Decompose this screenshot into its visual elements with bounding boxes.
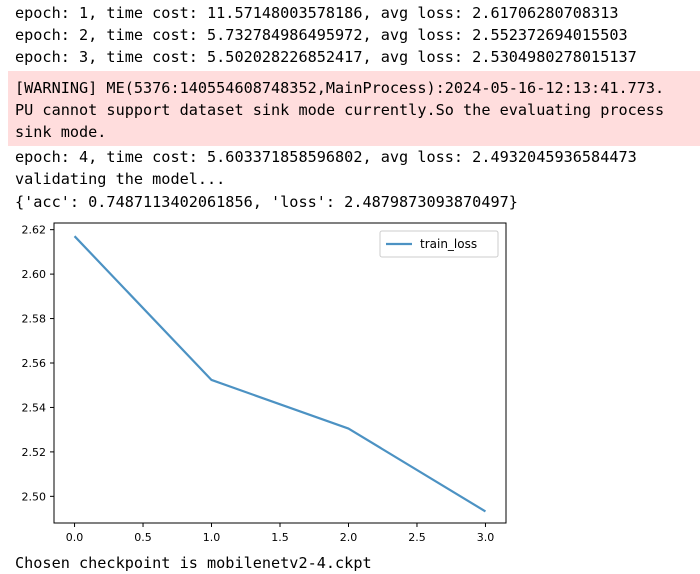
output-line-checkpoint: Chosen checkpoint is mobilenetv2-4.ckpt bbox=[15, 554, 372, 572]
warning-line-3: sink mode. bbox=[15, 123, 107, 141]
warning-line-1: [WARNING] ME(5376:140554608748352,MainPr… bbox=[15, 79, 665, 97]
legend-label: train_loss bbox=[420, 237, 477, 251]
series-group bbox=[73, 235, 487, 513]
output-line-metrics: {'acc': 0.7487113402061856, 'loss': 2.48… bbox=[15, 193, 518, 211]
series-line-train-loss bbox=[73, 235, 487, 513]
y-tick-label: 2.60 bbox=[22, 268, 47, 281]
y-axis-ticks: 2.50 2.52 2.54 2.56 2.58 2.60 2.62 bbox=[22, 224, 54, 503]
y-tick-label: 2.62 bbox=[22, 224, 47, 237]
y-tick-label: 2.50 bbox=[22, 490, 47, 503]
output-line-epoch-4: epoch: 4, time cost: 5.603371858596802, … bbox=[15, 148, 637, 166]
y-tick-label: 2.56 bbox=[22, 357, 47, 370]
loss-chart: 2.50 2.52 2.54 2.56 2.58 2.60 2.62 0.0 0.5 1.0 1.… bbox=[22, 222, 507, 544]
legend-box bbox=[379, 230, 499, 258]
x-tick-label: 0.0 bbox=[66, 531, 84, 544]
y-tick-label: 2.54 bbox=[22, 401, 47, 414]
chart-legend: train_loss bbox=[379, 230, 499, 258]
output-line-epoch-3: epoch: 3, time cost: 5.502028226852417, … bbox=[15, 48, 637, 66]
output-line-epoch-1: epoch: 1, time cost: 11.57148003578186, … bbox=[15, 4, 619, 22]
x-axis-ticks: 0.0 0.5 1.0 1.5 2.0 2.5 3.0 bbox=[66, 523, 494, 544]
output-line-epoch-2: epoch: 2, time cost: 5.732784986495972, … bbox=[15, 26, 628, 44]
output-line-validating: validating the model... bbox=[15, 170, 226, 188]
x-tick-label: 0.5 bbox=[134, 531, 152, 544]
x-tick-label: 3.0 bbox=[477, 531, 495, 544]
plot-frame bbox=[53, 222, 507, 524]
y-tick-label: 2.58 bbox=[22, 313, 47, 326]
y-tick-label: 2.52 bbox=[22, 446, 47, 459]
warning-box: [WARNING] ME(5376:140554608748352,MainPr… bbox=[8, 71, 700, 146]
x-tick-label: 1.0 bbox=[203, 531, 221, 544]
x-tick-label: 2.0 bbox=[340, 531, 358, 544]
x-tick-label: 2.5 bbox=[408, 531, 426, 544]
x-tick-label: 1.5 bbox=[271, 531, 289, 544]
warning-line-2: PU cannot support dataset sink mode curr… bbox=[15, 101, 665, 119]
